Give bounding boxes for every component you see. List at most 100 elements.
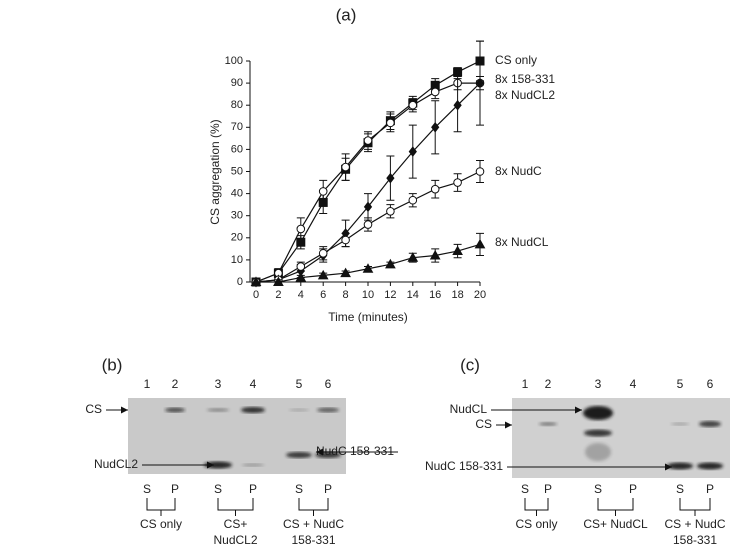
x-tick-label: 12	[384, 289, 396, 301]
fraction-label: P	[249, 482, 257, 496]
marker	[386, 118, 395, 128]
marker	[452, 245, 463, 256]
marker	[295, 272, 307, 282]
bracket	[217, 498, 254, 516]
marker-label: NudCL2	[94, 457, 138, 471]
lane-number: 4	[250, 377, 257, 391]
gel-band	[165, 407, 185, 413]
series-line	[255, 60, 481, 283]
fraction-label: S	[214, 482, 222, 496]
marker	[340, 267, 351, 278]
marker	[363, 220, 373, 229]
gel-band	[585, 443, 611, 461]
x-tick-label: 0	[253, 289, 259, 301]
lane-number: 3	[215, 377, 222, 391]
y-tick-label: 90	[231, 77, 243, 89]
marker	[296, 224, 306, 234]
marker	[431, 121, 440, 133]
marker	[453, 99, 462, 111]
series-label: 8x NudCL2	[495, 88, 555, 102]
marker	[408, 146, 417, 157]
marker	[408, 100, 418, 110]
fraction-label: P	[324, 482, 332, 496]
marker	[296, 262, 306, 271]
marker	[386, 206, 395, 216]
x-tick-label: 18	[451, 289, 463, 301]
fraction-label: S	[676, 482, 684, 496]
gel-band	[317, 407, 339, 413]
marker-label: NudC 158-331	[425, 459, 503, 473]
marker	[386, 172, 395, 184]
fraction-label: P	[171, 482, 179, 496]
marker	[363, 136, 373, 145]
bracket	[298, 498, 329, 516]
lane-number: 2	[545, 377, 552, 391]
x-tick-label: 16	[429, 289, 441, 301]
lane-number: 3	[595, 377, 602, 391]
fraction-label: S	[295, 482, 303, 496]
gel-band	[584, 429, 612, 437]
lane-number: 5	[677, 377, 684, 391]
y-axis-label: CS aggregation (%)	[208, 119, 222, 224]
x-tick-label: 4	[298, 289, 304, 301]
marker	[318, 187, 328, 196]
y-tick-label: 70	[231, 121, 243, 133]
gel-band	[289, 408, 309, 412]
marker	[474, 238, 486, 249]
gel-band	[286, 452, 312, 458]
lane-number: 1	[522, 377, 529, 391]
fraction-label: P	[629, 482, 637, 496]
lane-number: 1	[144, 377, 151, 391]
y-tick-label: 20	[231, 232, 243, 244]
lane-number: 5	[296, 377, 303, 391]
marker	[341, 235, 350, 245]
marker	[317, 269, 329, 280]
x-axis-label: Time (minutes)	[328, 310, 408, 324]
gel-band	[242, 463, 264, 467]
marker-label: CS	[475, 417, 492, 431]
marker	[475, 167, 485, 176]
marker	[273, 276, 284, 286]
y-tick-label: 60	[231, 143, 243, 155]
series-label: CS only	[495, 53, 537, 67]
lane-number: 2	[172, 377, 179, 391]
lane-number: 4	[630, 377, 637, 391]
fraction-label: S	[594, 482, 602, 496]
lane-number: 6	[325, 377, 332, 391]
x-tick-label: 14	[407, 289, 419, 301]
fraction-label: S	[143, 482, 151, 496]
fraction-label: P	[544, 482, 552, 496]
gel-band	[667, 462, 693, 470]
panel-label: (c)	[460, 355, 480, 374]
group-label: CS+	[224, 517, 248, 531]
bracket	[146, 498, 176, 516]
marker-label: NudCL	[450, 402, 488, 416]
fraction-label: S	[521, 482, 529, 496]
gel-band	[699, 421, 721, 427]
fraction-label: P	[706, 482, 714, 496]
marker	[318, 248, 328, 258]
marker-label: CS	[85, 402, 102, 416]
panel-label: (a)	[336, 5, 357, 24]
marker	[429, 249, 441, 260]
marker	[430, 87, 440, 97]
y-tick-label: 50	[231, 165, 243, 177]
gel-band	[207, 408, 229, 412]
y-tick-label: 0	[237, 276, 243, 288]
marker	[362, 263, 374, 273]
series-label: 8x NudC	[495, 164, 542, 178]
marker	[430, 184, 440, 194]
group-label: CS only	[515, 517, 557, 531]
y-tick-label: 30	[231, 210, 243, 222]
group-label: 158-331	[673, 533, 717, 547]
y-tick-label: 100	[225, 55, 243, 67]
panel-label: (b)	[102, 355, 123, 374]
bracket	[679, 498, 711, 516]
bracket	[524, 498, 549, 516]
marker	[453, 67, 463, 77]
group-label: CS + NudC	[664, 517, 725, 531]
series-label: 8x NudCL	[495, 235, 549, 249]
gel	[128, 398, 346, 474]
gel-band	[241, 407, 265, 413]
marker	[475, 77, 485, 89]
